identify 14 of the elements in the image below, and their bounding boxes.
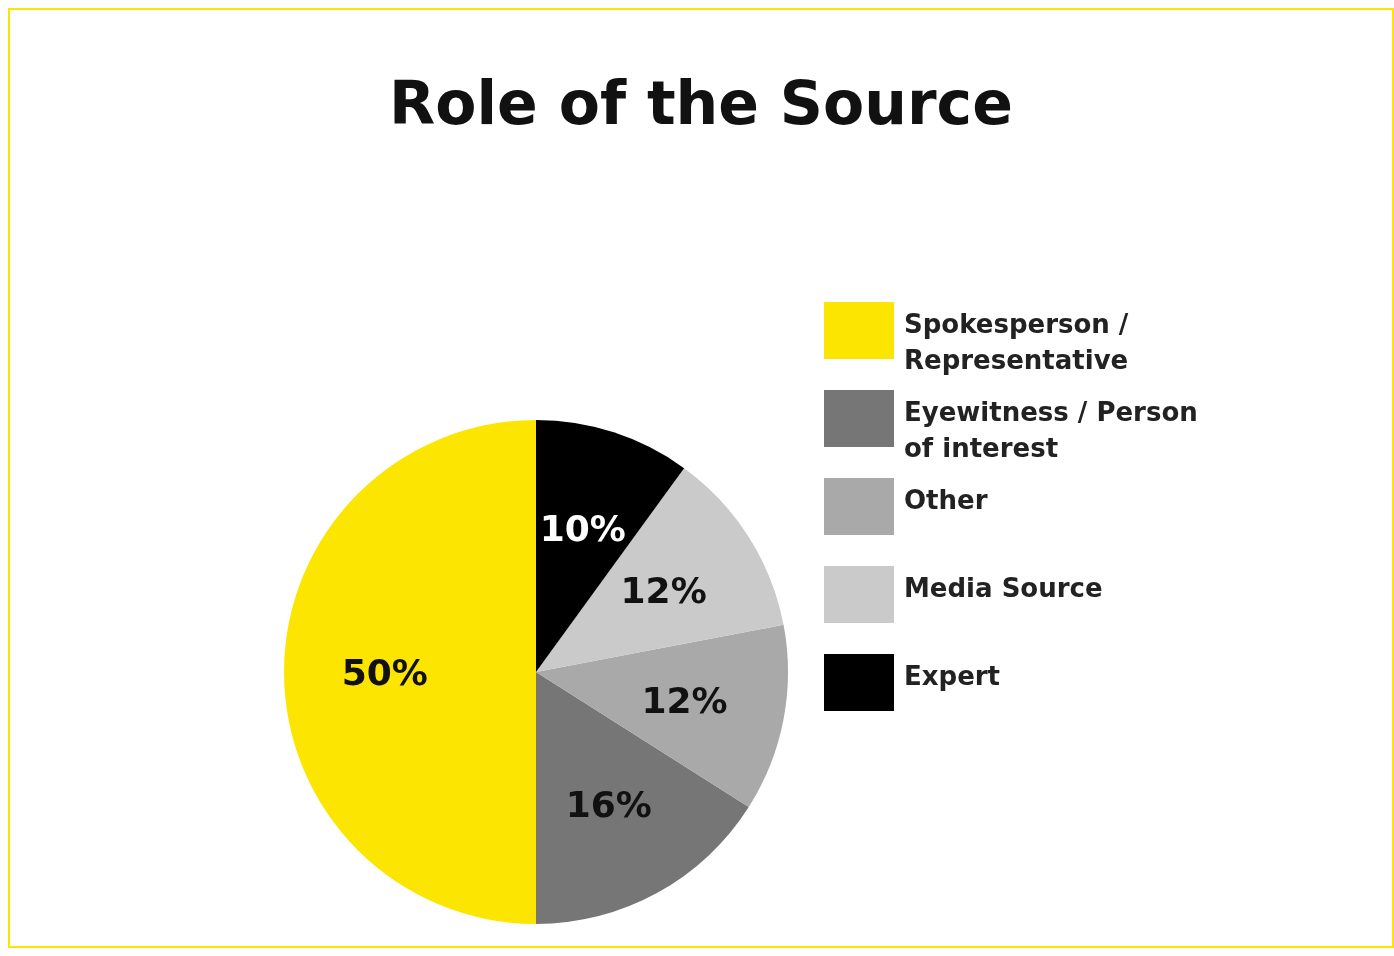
data-label: 16% [565,784,652,825]
data-label: 50% [341,651,428,693]
pie-slice [536,672,749,924]
data-label: 10% [539,507,626,549]
legend-label: Expert [904,660,1002,693]
legend-label: Other [904,484,989,517]
chart-title: Role of the Source [388,68,1014,138]
legend-label: Spokesperson / Representative [904,308,1130,377]
pie-slice [536,468,784,672]
data-label: 12% [620,570,707,612]
legend-label: Eyewitness / Person of interest [904,396,1199,465]
legend-label: Media Source [904,572,1104,605]
data-label: 12% [641,679,728,721]
pie-slice [284,420,536,924]
